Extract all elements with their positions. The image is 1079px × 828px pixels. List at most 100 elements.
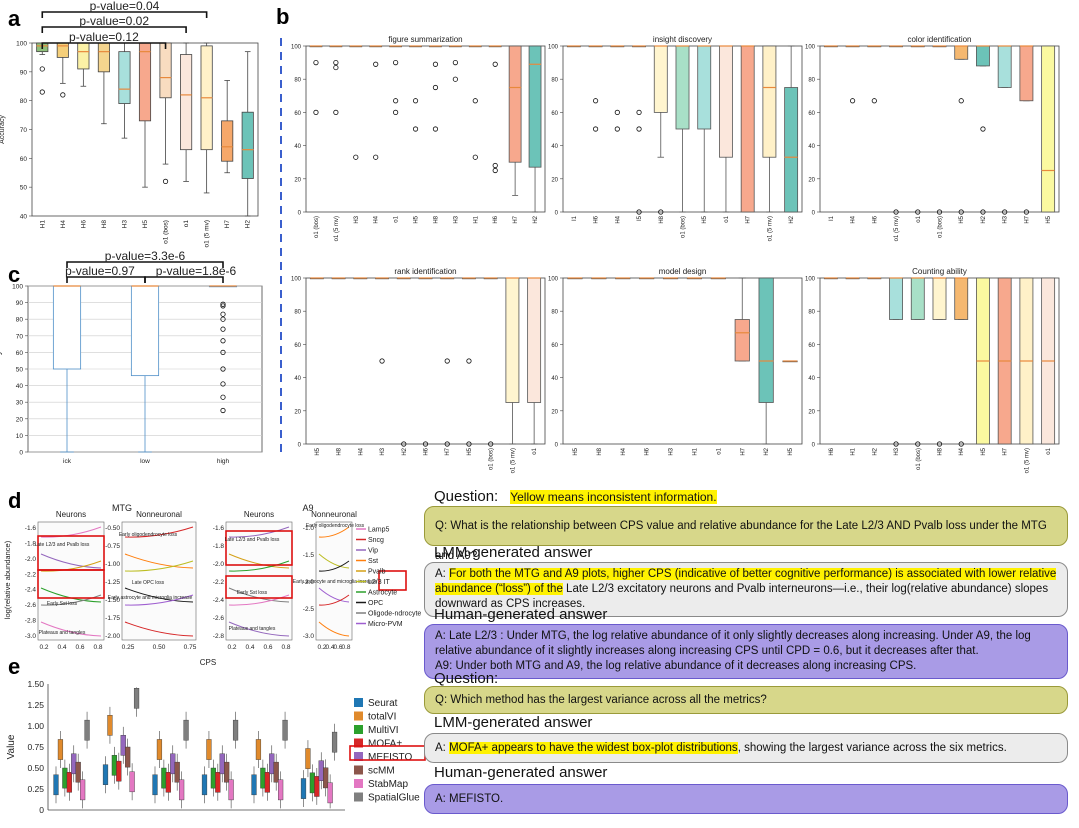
series-line: [124, 594, 194, 606]
outlier-point-b1: [432, 126, 439, 132]
xtick-label-a: H5: [142, 220, 149, 229]
legend-label-d: Sncg: [368, 537, 384, 544]
series-line: [228, 594, 290, 606]
xtick-label-b6: H5: [981, 447, 987, 455]
ytick-label-b1: 80: [294, 78, 301, 84]
series-line: [228, 553, 290, 569]
xtick-label-c: high: [217, 458, 230, 465]
p-value-label-c: p-value=0.97: [65, 264, 135, 278]
panel-letter-e: e: [8, 654, 20, 679]
xtick-label-b3: H5: [959, 215, 965, 223]
p-value-label-a: p-value=0.02: [79, 14, 149, 28]
outlier-point-b4: [444, 358, 450, 364]
xtick-label-b3: o1 (bos): [938, 216, 944, 238]
ytick-label-b2: 80: [551, 78, 558, 84]
xtick-label-b6: H1: [851, 447, 857, 455]
box-e: [116, 760, 122, 782]
question-1-box: Q: What is the relationship between CPS …: [424, 506, 1068, 562]
legend-label-d: Vip: [368, 548, 378, 555]
legend-swatch-e: [354, 725, 363, 734]
line-xtick-label: 0.8: [341, 644, 350, 651]
line-xtick-label: 0.4: [245, 644, 254, 651]
ytick-label-b3: 40: [808, 144, 815, 150]
ytick-label-b6: 60: [808, 343, 815, 349]
ytick-label-b3: 60: [808, 111, 815, 117]
p-value-label-a: p-value=0.12: [69, 30, 139, 44]
xtick-label-b5: H5: [788, 447, 794, 455]
legend-label-d: Oligode-ndrocyte: [368, 611, 421, 618]
xtick-label-b5: H6: [645, 447, 651, 455]
p-value-label-a: p-value=0.04: [90, 0, 160, 13]
xtick-label-b4: H2: [402, 447, 408, 455]
line-annotation: Early Sst loss: [47, 601, 78, 607]
ytick-label-a: 80: [20, 98, 28, 105]
line-ytick-label: -1.0: [303, 525, 315, 532]
question-2-heading: Question:: [434, 670, 499, 687]
ytick-label-c: 60: [16, 350, 24, 357]
box-a: [77, 42, 90, 70]
legend-swatch-e: [354, 765, 363, 775]
ylabel-d: log(relative abundance): [3, 540, 12, 619]
outlier-point-b6: [936, 441, 943, 447]
box-e: [300, 778, 307, 799]
legend-swatch-e: [354, 792, 363, 802]
series-line: [228, 560, 290, 572]
outlier-point-b1: [393, 98, 399, 104]
series-line: [318, 621, 350, 637]
outlier-point-b1: [333, 59, 339, 66]
outlier-point-b4: [466, 358, 472, 364]
outlier-point-b1: [333, 109, 339, 116]
ylabel-a: Accuracy: [0, 115, 6, 144]
p-value-label-c: p-value=3.3e-6: [105, 249, 186, 263]
outlier-point-c: [220, 349, 226, 355]
box-e: [251, 774, 257, 796]
series-line: [318, 594, 350, 606]
xtick-label-a: o1: [183, 220, 190, 228]
box-e: [66, 772, 72, 793]
outlier-point-b1: [452, 59, 458, 66]
ytick-label-b2: 100: [548, 45, 559, 51]
question-1-heading: Question: Yellow means inconsistent infor…: [434, 488, 717, 505]
xtick-label-b5: H1: [692, 447, 698, 455]
xtick-label-a: o1 (5 mv): [204, 220, 211, 247]
box-e: [179, 779, 185, 801]
outlier-point-b2: [592, 126, 599, 132]
box-b2: [784, 87, 799, 213]
box-e: [232, 719, 239, 741]
outlier-point-b1: [353, 154, 359, 160]
ytick-label-c: 10: [16, 433, 24, 440]
ytick-label-b2: 40: [551, 144, 558, 150]
xtick-label-b3: H6: [872, 215, 878, 223]
outlier-point-b3: [936, 209, 943, 215]
lmm-answer-2-heading: LMM-generated answer: [434, 714, 593, 731]
chart-frame-b1: [305, 45, 546, 213]
ytick-label-b3: 80: [808, 78, 815, 84]
xtick-label-a: H8: [101, 220, 108, 229]
xtick-label-b3: o1 (5 mv): [894, 216, 900, 241]
line-annotation: Early astrocyte and microglia increase: [293, 579, 378, 585]
ytick-label-a: 90: [20, 69, 28, 76]
line-ytick-label: -2.5: [303, 606, 315, 613]
ytick-label-e: 0: [39, 805, 44, 815]
legend-swatch-e: [354, 738, 363, 748]
box-e: [224, 761, 230, 783]
outlier-point-b1: [492, 162, 498, 169]
series-line: [228, 621, 290, 637]
box-b2: [719, 45, 733, 158]
legend-label-e: totalVI: [368, 712, 396, 723]
outlier-point-b1: [472, 154, 478, 160]
line-xtick-label: 0.8: [93, 644, 102, 651]
outlier-point-b3: [871, 98, 877, 104]
outlier-point-b2: [614, 126, 620, 132]
xtick-label-b2: H2: [789, 215, 795, 223]
box-c: [130, 285, 160, 377]
outlier-point-b1: [373, 61, 379, 67]
outlier-point-b4: [488, 441, 494, 447]
line-annotation: Late OPC loss: [132, 580, 165, 586]
legend-swatch-e: [354, 698, 363, 707]
outlier-point-b1: [412, 98, 419, 104]
outlier-point-b1: [393, 109, 399, 116]
chart-frame-b3: [819, 45, 1060, 213]
xtick-label-b2: H7: [746, 215, 752, 223]
xtick-label-b4: H8: [337, 447, 343, 455]
